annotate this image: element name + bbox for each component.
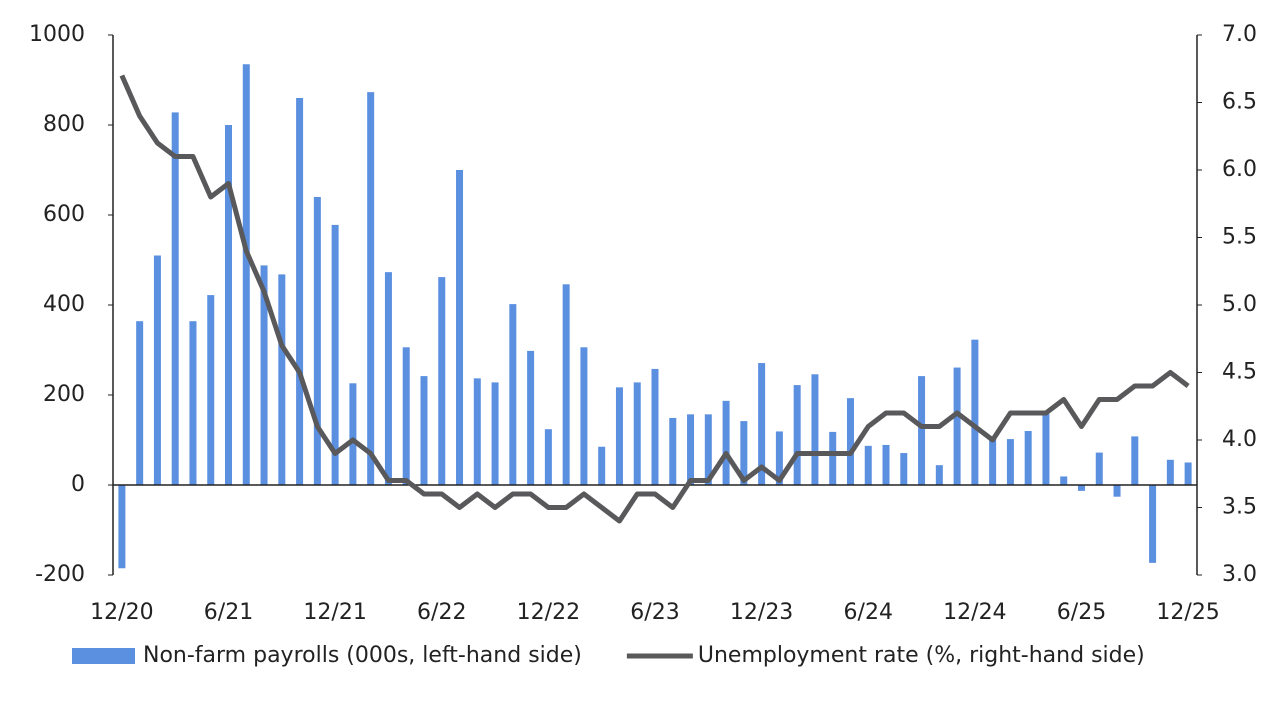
bar: [402, 347, 410, 485]
bar: [527, 350, 535, 485]
legend-label: Unemployment rate (%, right-hand side): [698, 643, 1145, 668]
bar: [438, 277, 446, 485]
bar: [900, 453, 908, 485]
bar: [615, 387, 623, 485]
line: [119, 74, 1190, 524]
bar: [1095, 452, 1103, 485]
y2-tick-label: 6.0: [1222, 157, 1257, 182]
bar: [740, 421, 748, 485]
y2-tick-label: 7.0: [1222, 22, 1257, 47]
bar: [1060, 476, 1068, 485]
bar: [153, 255, 161, 485]
x-tick-label: 6/24: [844, 600, 893, 625]
bar: [953, 367, 961, 485]
bar: [775, 431, 783, 485]
y-tick-label: 400: [43, 292, 85, 317]
bar: [811, 374, 819, 485]
bar: [1113, 485, 1121, 497]
y-tick-label: -200: [35, 562, 85, 587]
y2-tick-label: 6.5: [1222, 90, 1257, 115]
bar: [633, 382, 641, 485]
y-tick-label: 200: [43, 382, 85, 407]
bar: [1024, 431, 1032, 485]
bar: [1077, 485, 1085, 491]
bar: [864, 445, 872, 485]
y2-tick-label: 4.5: [1222, 360, 1257, 385]
bar: [704, 414, 712, 485]
bar: [935, 465, 943, 485]
x-tick-label: 12/20: [90, 600, 153, 625]
y2-tick-label: 5.0: [1222, 292, 1257, 317]
y2-tick-label: 4.0: [1222, 427, 1257, 452]
y-tick-label: 0: [71, 472, 85, 497]
bar: [1149, 485, 1157, 563]
legend-swatch: [72, 648, 135, 664]
bar: [1166, 459, 1174, 485]
bar: [722, 400, 730, 485]
x-tick-label: 6/23: [630, 600, 679, 625]
bar: [687, 414, 695, 485]
y2-tick-label: 3.0: [1222, 562, 1257, 587]
bar: [313, 197, 321, 485]
bar: [189, 321, 197, 485]
bar: [971, 339, 979, 485]
bar: [544, 429, 552, 485]
y-tick-label: 800: [43, 112, 85, 137]
bar: [491, 382, 499, 485]
bar: [846, 398, 854, 485]
bar: [598, 446, 606, 485]
x-tick-label: 12/23: [730, 600, 793, 625]
y2-tick-label: 3.5: [1222, 495, 1257, 520]
x-tick-label: 12/22: [517, 600, 580, 625]
bar: [225, 125, 233, 485]
y-tick-label: 600: [43, 202, 85, 227]
bar: [242, 64, 250, 485]
bar: [1184, 462, 1192, 485]
bar: [207, 295, 215, 485]
bar: [260, 265, 268, 485]
bar: [296, 98, 304, 485]
bar: [331, 224, 339, 485]
bar: [473, 378, 481, 485]
bar: [367, 92, 375, 486]
bar: [509, 304, 517, 485]
bar: [118, 485, 126, 569]
bar: [758, 363, 766, 485]
bar: [1042, 413, 1050, 485]
x-tick-label: 12/24: [943, 600, 1006, 625]
bar: [384, 272, 392, 485]
bar: [882, 444, 890, 485]
bar: [793, 385, 801, 485]
y-tick-label: 1000: [29, 22, 85, 47]
bar: [562, 284, 570, 485]
bar: [669, 417, 677, 485]
y2-tick-label: 5.5: [1222, 225, 1257, 250]
bar: [918, 376, 926, 485]
bar: [1006, 439, 1014, 485]
bar: [456, 170, 464, 485]
x-tick-label: 6/21: [204, 600, 253, 625]
x-tick-label: 12/21: [303, 600, 366, 625]
bar: [651, 368, 659, 485]
bar: [171, 112, 179, 486]
legend-label: Non-farm payrolls (000s, left-hand side): [143, 643, 582, 668]
bar: [580, 347, 588, 485]
bar: [136, 321, 144, 485]
bar: [1131, 436, 1139, 485]
bar: [349, 383, 357, 485]
bar: [278, 274, 286, 485]
x-tick-label: 6/22: [417, 600, 466, 625]
bar: [829, 431, 837, 485]
bar: [420, 376, 428, 485]
x-tick-label: 12/25: [1156, 600, 1219, 625]
x-tick-label: 6/25: [1057, 600, 1106, 625]
bar: [989, 439, 997, 485]
